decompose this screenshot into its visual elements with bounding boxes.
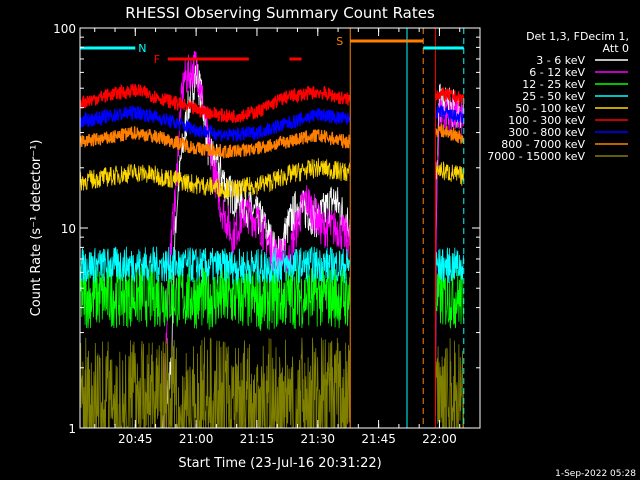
- x-tick-label: 21:15: [240, 432, 275, 446]
- series-line-7000-15000-kev: [80, 337, 464, 428]
- legend-title-line-2: Att 0: [603, 42, 629, 55]
- chart-title: RHESSI Observing Summary Count Rates: [125, 4, 435, 22]
- x-tick-label: 20:45: [118, 432, 153, 446]
- annotation-label-f: F: [154, 53, 160, 66]
- annotation-label-n: N: [138, 42, 146, 55]
- legend-label-100-300-kev: 100 - 300 keV: [508, 114, 585, 127]
- legend-label-12-25-kev: 12 - 25 keV: [522, 78, 585, 91]
- y-tick-label: 100: [53, 22, 76, 36]
- legend-label-25-50-kev: 25 - 50 keV: [522, 90, 585, 103]
- x-tick-label: 21:30: [300, 432, 335, 446]
- legend-label-3-6-kev: 3 - 6 keV: [536, 54, 585, 67]
- legend-label-6-12-kev: 6 - 12 keV: [529, 66, 585, 79]
- legend-title-line-1: Det 1,3, FDecim 1,: [526, 30, 629, 43]
- series-line-6-12-kev: [163, 50, 464, 428]
- footer-timestamp: 1-Sep-2022 05:28: [555, 469, 636, 479]
- legend-label-800-7000-kev: 800 - 7000 keV: [501, 138, 585, 151]
- series-line-300-800-kev: [80, 104, 465, 142]
- annotation-label-s: S: [336, 35, 343, 48]
- legend-label-7000-15000-kev: 7000 - 15000 keV: [487, 150, 585, 163]
- y-tick-label: 1: [68, 422, 76, 436]
- y-axis-label: Count Rate (s⁻¹ detector⁻¹): [29, 140, 44, 317]
- x-tick-label: 21:00: [179, 432, 214, 446]
- series-line-50-100-kev: [80, 158, 464, 200]
- series-line-800-7000-kev: [80, 123, 465, 159]
- legend-label-300-800-kev: 300 - 800 keV: [508, 126, 585, 139]
- series-line-100-300-kev: [80, 83, 465, 124]
- x-tick-label: 22:00: [422, 432, 457, 446]
- series-line-25-50-kev: [80, 246, 464, 285]
- legend-label-50-100-kev: 50 - 100 keV: [515, 102, 585, 115]
- x-tick-label: 21:45: [361, 432, 396, 446]
- y-tick-label: 10: [61, 222, 76, 236]
- series-line-12-25-kev: [80, 263, 464, 331]
- x-axis-label: Start Time (23-Jul-16 20:31:22): [178, 456, 381, 471]
